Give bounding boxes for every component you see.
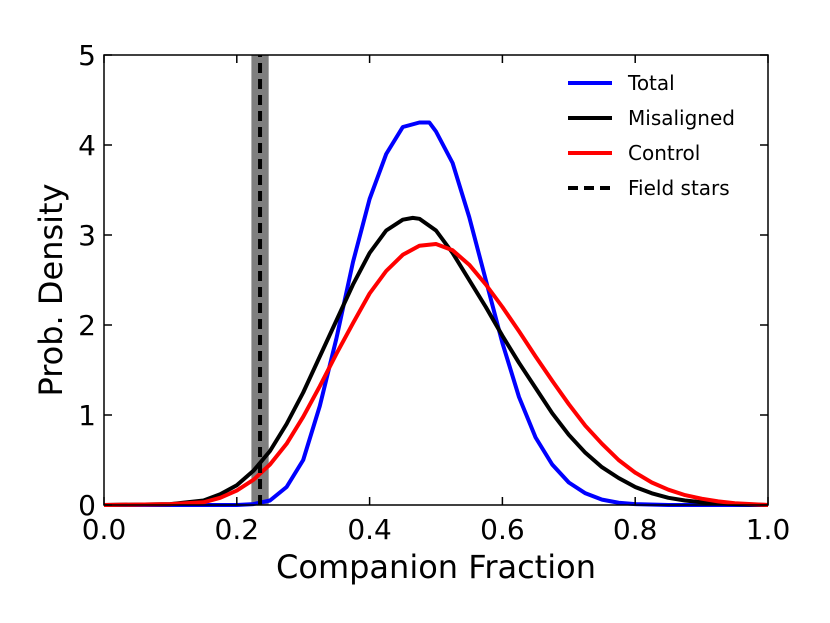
y-tick-label: 1 — [78, 399, 96, 432]
legend-label-control: Control — [628, 141, 700, 165]
x-tick-label: 0.4 — [347, 513, 392, 546]
x-tick-label: 0.6 — [480, 513, 525, 546]
y-tick-label: 4 — [78, 129, 96, 162]
x-axis-label: Companion Fraction — [276, 548, 596, 586]
y-axis-label: Prob. Density — [32, 183, 70, 396]
legend-label-total: Total — [627, 71, 675, 95]
series-line-control — [103, 242, 769, 507]
legend-label-misaligned: Misaligned — [628, 106, 735, 130]
series-line-misaligned — [103, 215, 769, 507]
x-tick-label: 0.8 — [613, 513, 658, 546]
x-tick-label: 0.0 — [82, 513, 127, 546]
x-tick-label: 0.2 — [215, 513, 260, 546]
plot-frame — [103, 54, 769, 506]
y-tick-label: 3 — [78, 219, 96, 252]
legend: Total Misaligned Control Field stars — [568, 71, 735, 200]
y-tick-label: 2 — [78, 309, 96, 342]
y-tick-label: 0 — [78, 489, 96, 522]
legend-label-field-stars: Field stars — [628, 176, 730, 200]
axes: 0.0 0.2 0.4 0.6 0.8 1.0 0 1 2 3 4 5 — [78, 39, 790, 546]
series-line-total — [104, 120, 768, 507]
plot-area — [103, 55, 769, 507]
x-tick-label: 1.0 — [746, 513, 791, 546]
y-tick-label: 5 — [78, 39, 96, 72]
